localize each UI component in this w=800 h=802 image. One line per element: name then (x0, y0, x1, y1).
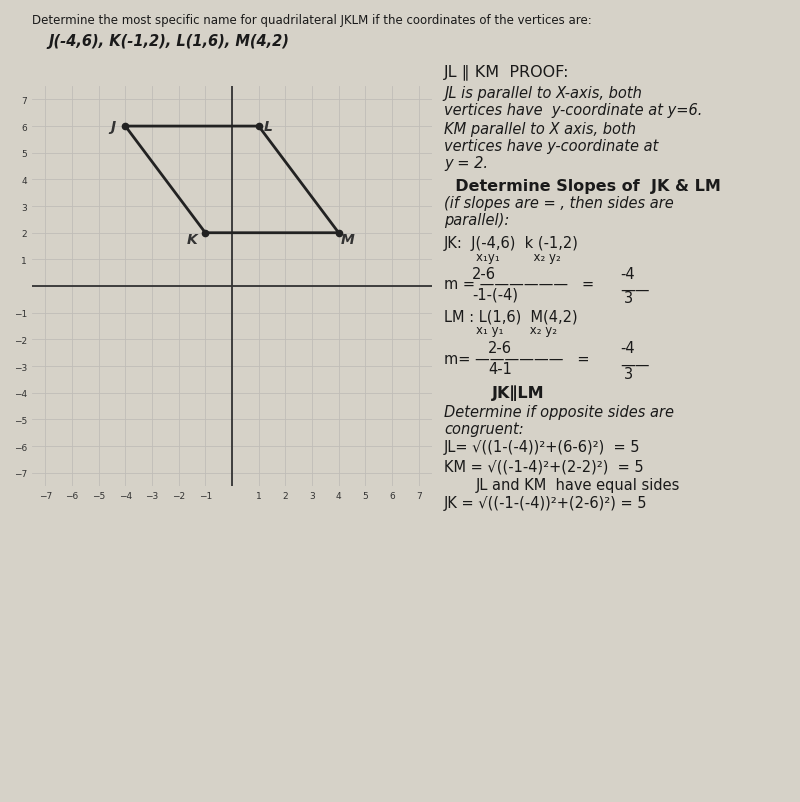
Text: JL ∥ KM  PROOF:: JL ∥ KM PROOF: (444, 64, 570, 80)
Text: ——: —— (620, 282, 650, 298)
Text: KM parallel to X axis, both: KM parallel to X axis, both (444, 122, 636, 137)
Text: K: K (186, 233, 198, 247)
Text: x₁ y₁       x₂ y₂: x₁ y₁ x₂ y₂ (476, 324, 557, 337)
Text: (if slopes are = , then sides are: (if slopes are = , then sides are (444, 196, 674, 211)
Text: 3: 3 (624, 291, 633, 306)
Text: LM : L(1,6)  M(4,2): LM : L(1,6) M(4,2) (444, 309, 578, 324)
Text: m= ——————   =: m= —————— = (444, 351, 590, 367)
Text: 2-6: 2-6 (488, 341, 512, 356)
Text: vertices have y-coordinate at: vertices have y-coordinate at (444, 139, 658, 154)
Text: 4-1: 4-1 (488, 362, 512, 377)
Text: -1-(-4): -1-(-4) (472, 287, 518, 302)
Text: JL and KM  have equal sides: JL and KM have equal sides (476, 477, 680, 492)
Text: Determine if opposite sides are: Determine if opposite sides are (444, 404, 674, 419)
Text: J: J (110, 120, 116, 134)
Text: y = 2.: y = 2. (444, 156, 488, 171)
Text: 2-6: 2-6 (472, 266, 496, 282)
Text: L: L (263, 120, 273, 134)
Text: KM = √((-1-4)²+(2-2)²)  = 5: KM = √((-1-4)²+(2-2)²) = 5 (444, 459, 644, 474)
Text: -4: -4 (620, 266, 634, 282)
Text: x₁y₁         x₂ y₂: x₁y₁ x₂ y₂ (476, 251, 561, 264)
Text: JL= √((1-(-4))²+(6-6)²)  = 5: JL= √((1-(-4))²+(6-6)²) = 5 (444, 439, 641, 455)
Text: Determine the most specific name for quadrilateral JKLM if the coordinates of th: Determine the most specific name for qua… (32, 14, 592, 27)
Text: JK = √((-1-(-4))²+(2-6)²) = 5: JK = √((-1-(-4))²+(2-6)²) = 5 (444, 496, 647, 511)
Text: Determine Slopes of  JK & LM: Determine Slopes of JK & LM (444, 179, 721, 194)
Text: -4: -4 (620, 341, 634, 356)
Text: vertices have  y-coordinate at y=6.: vertices have y-coordinate at y=6. (444, 103, 702, 118)
Text: JK∥LM: JK∥LM (492, 385, 545, 401)
Text: JK:  J(-4,6)  k (-1,2): JK: J(-4,6) k (-1,2) (444, 236, 579, 251)
Text: 3: 3 (624, 367, 633, 382)
Text: M: M (341, 233, 355, 247)
Text: ——: —— (620, 357, 650, 372)
Text: m = ——————   =: m = —————— = (444, 277, 594, 292)
Text: JL is parallel to X-axis, both: JL is parallel to X-axis, both (444, 86, 642, 101)
Text: parallel):: parallel): (444, 213, 510, 228)
Text: congruent:: congruent: (444, 421, 524, 436)
Text: J(-4,6), K(-1,2), L(1,6), M(4,2): J(-4,6), K(-1,2), L(1,6), M(4,2) (48, 34, 289, 49)
